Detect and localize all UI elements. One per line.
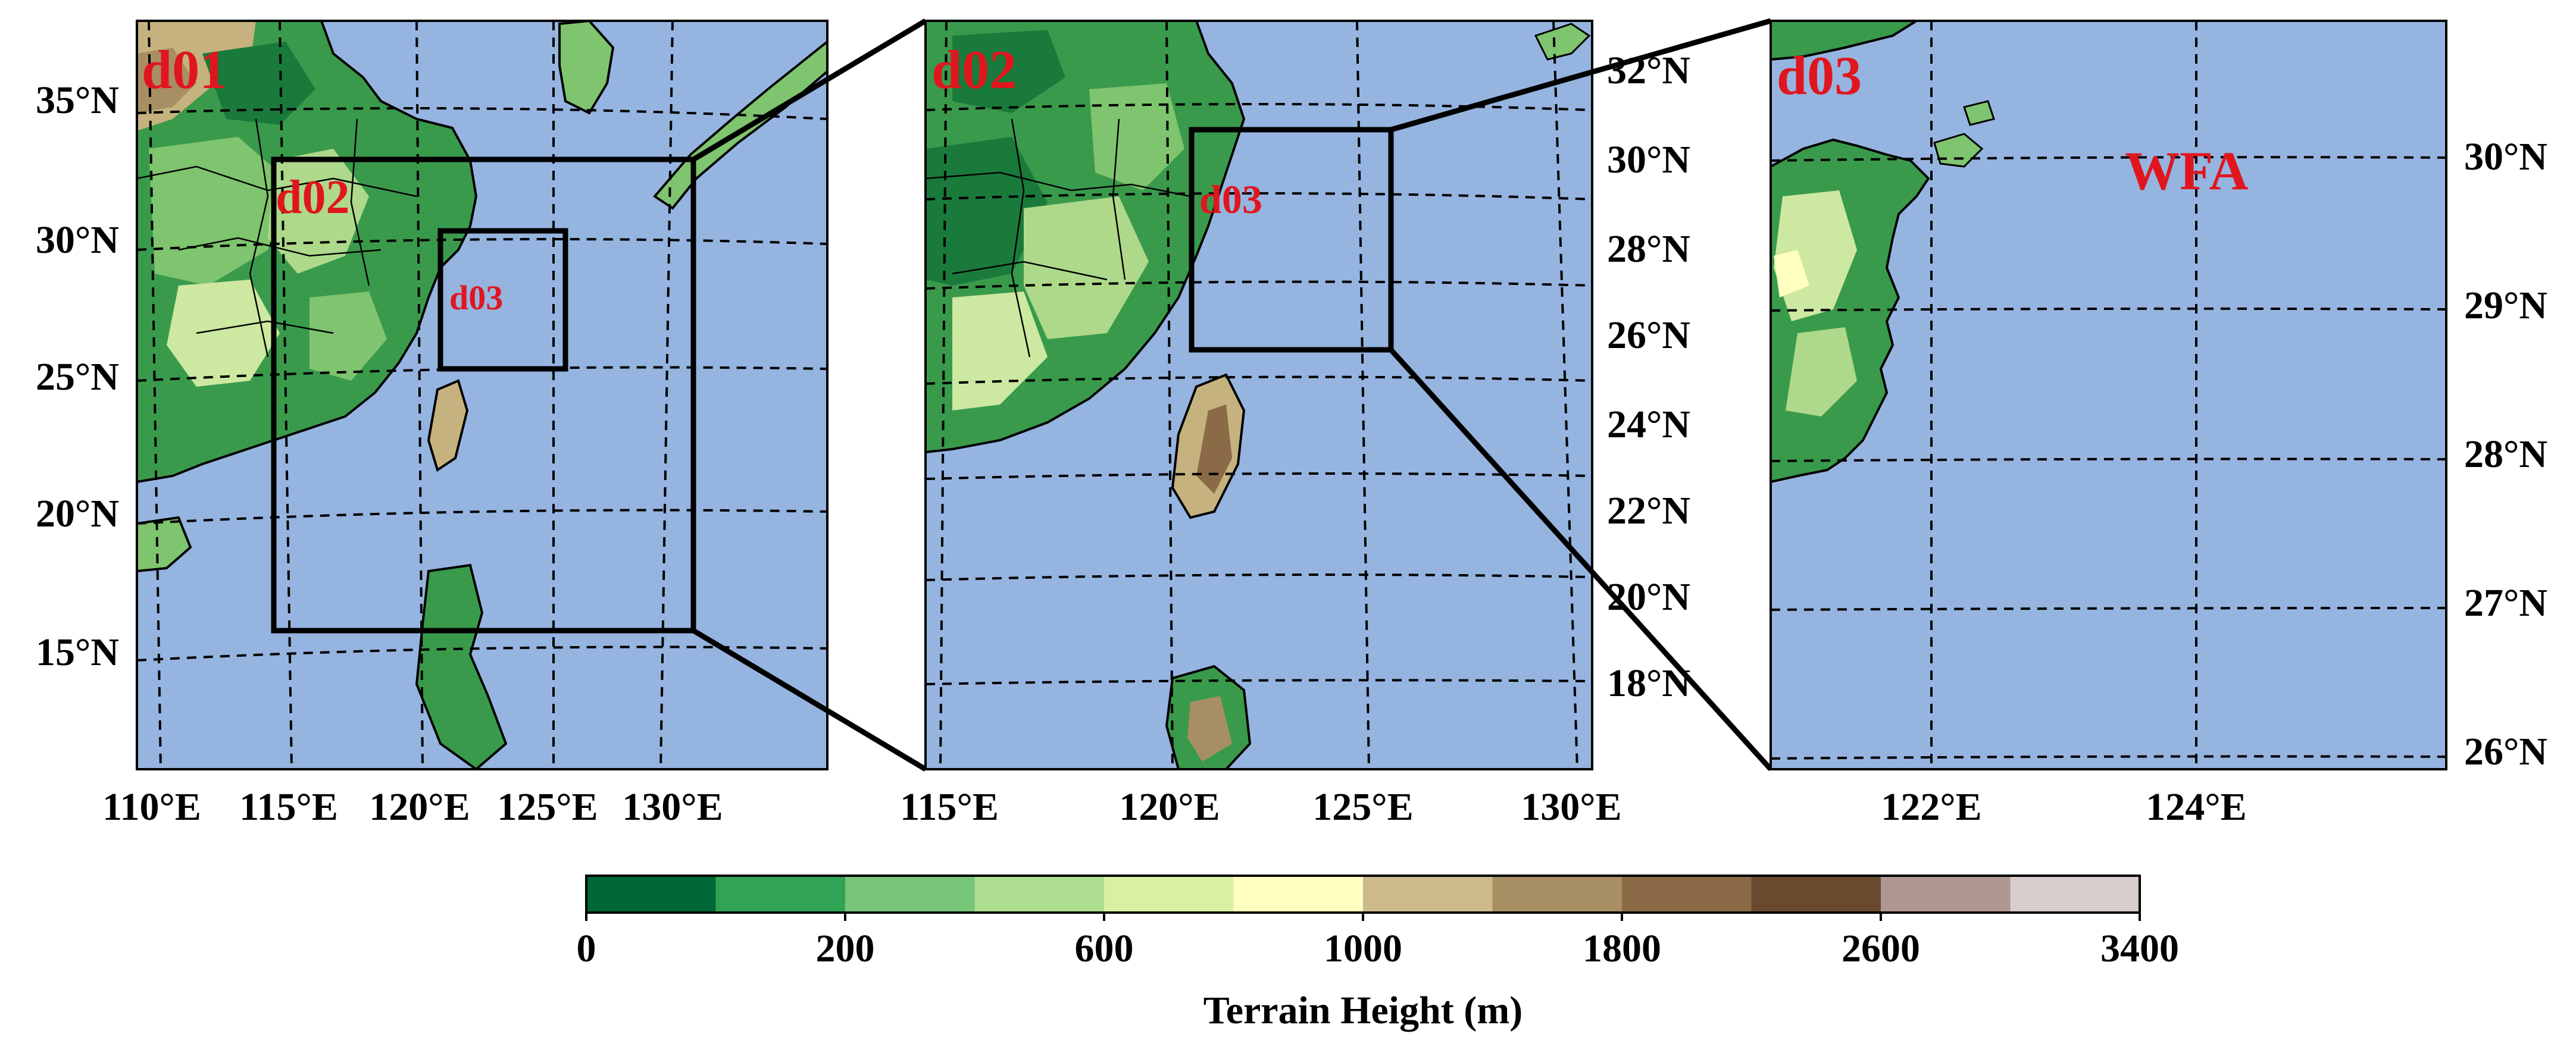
hainan-terrain [137,516,192,573]
colorbar-tick-label: 200 [816,927,875,970]
colorbar-ticks: 0 200 600 1000 1800 2600 3400 [577,913,2179,970]
colorbar-swatch [1622,876,1752,913]
domain-label: d01 [142,39,227,100]
zoom-connector [692,18,927,162]
lon-tick-label: 110°E [102,785,201,829]
lat-tick-label: 35°N [36,79,119,122]
lat-labels: 30°N 29°N 28°N 27°N 26°N [2464,135,2547,773]
lat-tick-label: 24°N [1607,403,1690,446]
lon-tick-label: 120°E [1119,785,1220,829]
lon-tick-label: 130°E [1521,785,1621,829]
lon-tick-label: 122°E [1881,785,1981,829]
zoom-connector [692,628,927,772]
zoom-connector [1390,18,1772,133]
lon-tick-label: 124°E [2146,785,2246,829]
lat-tick-label: 27°N [2464,581,2547,625]
lon-tick-label: 120°E [369,785,470,829]
lat-tick-label: 30°N [1607,138,1690,181]
lon-tick-label: 125°E [497,785,598,829]
colorbar-swatch [1233,876,1364,913]
philippines-terrain [415,563,508,769]
colorbar-swatch [845,876,975,913]
terrain-colorbar: 0 200 600 1000 1800 2600 3400 Terrain Height (… [577,875,2179,1032]
lat-labels: 35°N 30°N 25°N 20°N 15°N [36,79,119,674]
nested-box-d03 [1189,127,1394,353]
colorbar-swatch [1104,876,1234,913]
lon-labels: 110°E 115°E 120°E 125°E 130°E [102,785,723,829]
nested-box-d02 [271,156,696,634]
colorbar-swatch [586,876,716,913]
map-panel-d02: d02 d03 32°N 30°N 28°N 26°N 24°N 22°N 20… [900,20,1690,829]
domain-label: d03 [1777,45,1862,106]
colorbar-tick-label: 600 [1075,927,1134,970]
nested-label-d03: d03 [449,278,503,317]
zoom-connector [1389,347,1773,772]
lat-tick-label: 30°N [36,218,119,262]
colorbar-swatches [586,876,2140,913]
lat-tick-label: 22°N [1607,489,1690,532]
lon-tick-label: 130°E [622,785,723,829]
lon-labels: 115°E 120°E 125°E 130°E [900,785,1622,829]
lat-tick-label: 15°N [36,631,119,674]
taiwan-terrain [427,379,469,472]
map-panel-d03: d03 WFA 30°N 29°N 28°N 27°N 26°N 122°E 1… [1770,20,2547,829]
colorbar-swatch [715,876,846,913]
colorbar-title: Terrain Height (m) [1203,989,1523,1032]
lat-labels: 32°N 30°N 28°N 26°N 24°N 22°N 20°N 18°N [1607,49,1690,705]
lat-tick-label: 28°N [2464,433,2547,476]
site-label: WFA [2125,140,2249,201]
korea-terrain [558,21,615,115]
map-frame [1770,20,2447,770]
lat-tick-label: 26°N [2464,730,2547,773]
coastal-land-north [1771,21,1919,61]
lat-tick-label: 20°N [1607,575,1690,619]
lat-tick-label: 30°N [2464,135,2547,178]
nested-label-d03: d03 [1199,177,1262,222]
map-frame [924,20,1593,770]
nested-box-d03 [437,228,568,372]
colorbar-swatch [974,876,1105,913]
colorbar-tick-label: 1800 [1583,927,1661,970]
lat-tick-label: 28°N [1607,227,1690,271]
map-frame [136,20,829,770]
colorbar-tick-label: 3400 [2100,927,2179,970]
nested-label-d02: d02 [276,171,350,224]
lon-tick-label: 125°E [1312,785,1413,829]
lat-tick-label: 26°N [1607,314,1690,357]
colorbar-swatch [1363,876,1493,913]
colorbar-swatch [2010,876,2140,913]
lat-tick-label: 20°N [36,492,119,535]
colorbar-tick-label: 1000 [1324,927,1402,970]
lon-tick-label: 115°E [900,785,999,829]
colorbar-swatch [1492,876,1622,913]
map-panel-d01: d01 d02 d03 35°N 30°N 25°N 20°N 15°N 110… [36,20,829,829]
colorbar-swatch [1751,876,1881,913]
lon-tick-label: 115°E [239,785,338,829]
islands [1534,23,1591,61]
colorbar-tick-label: 0 [577,927,596,970]
colorbar-tick-label: 2600 [1842,927,1920,970]
lat-tick-label: 25°N [36,355,119,399]
lon-labels: 122°E 124°E [1881,785,2246,829]
lat-tick-label: 29°N [2464,284,2547,327]
colorbar-swatch [1881,876,2011,913]
domain-label: d02 [931,39,1017,100]
